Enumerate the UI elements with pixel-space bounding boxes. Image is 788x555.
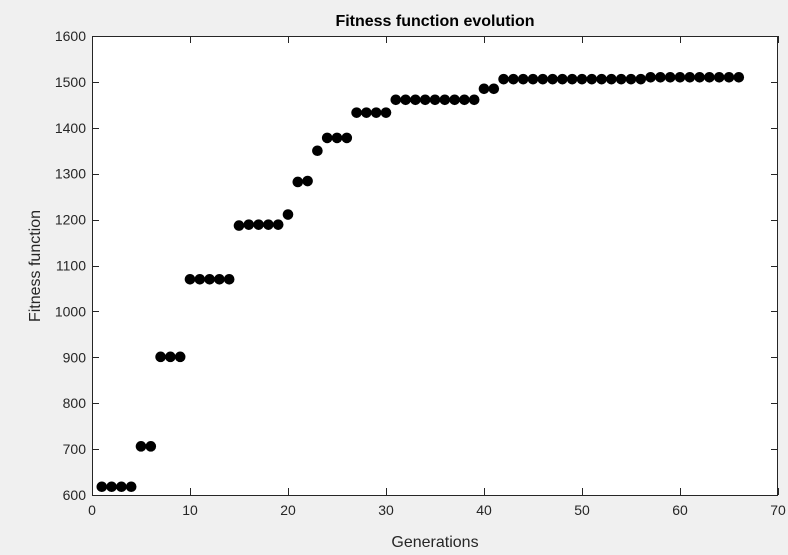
data-point bbox=[527, 73, 539, 85]
y-tick-label: 1000 bbox=[55, 303, 86, 319]
data-point bbox=[704, 72, 715, 83]
data-point bbox=[263, 219, 274, 230]
data-point bbox=[341, 132, 353, 144]
data-point bbox=[135, 441, 147, 452]
data-point bbox=[459, 94, 470, 106]
axes-background bbox=[92, 36, 778, 495]
axes-frame bbox=[92, 36, 778, 496]
y-tick-label: 1100 bbox=[56, 258, 86, 274]
data-point bbox=[223, 273, 235, 285]
data-point bbox=[145, 441, 157, 452]
data-point bbox=[302, 175, 313, 187]
data-point bbox=[292, 176, 304, 188]
data-point bbox=[615, 73, 627, 85]
x-tick-label: 40 bbox=[476, 502, 492, 518]
data-point bbox=[243, 219, 255, 230]
data-point bbox=[233, 220, 245, 231]
data-point bbox=[547, 73, 558, 85]
data-point bbox=[321, 132, 333, 144]
data-point bbox=[361, 107, 372, 118]
x-tick-label: 0 bbox=[88, 502, 96, 518]
data-point bbox=[419, 94, 431, 106]
y-axis-ticks: 600 700 800 900 1000 1100 1200 1300 1400 1500 1600 bbox=[55, 28, 778, 503]
data-point bbox=[96, 481, 108, 493]
y-tick-label: 1300 bbox=[55, 166, 86, 182]
data-point bbox=[557, 73, 568, 85]
data-point bbox=[390, 94, 402, 106]
data-point bbox=[165, 351, 176, 363]
data-point bbox=[331, 132, 343, 144]
data-point bbox=[174, 351, 186, 363]
data-point bbox=[635, 73, 647, 85]
chart-title: Fitness function evolution bbox=[335, 13, 534, 30]
data-point bbox=[429, 94, 441, 106]
data-point bbox=[204, 273, 215, 285]
data-point bbox=[272, 219, 284, 230]
y-tick-label: 800 bbox=[63, 395, 87, 411]
data-point bbox=[125, 481, 137, 493]
data-point bbox=[713, 72, 725, 83]
data-point bbox=[694, 72, 705, 83]
data-point bbox=[351, 107, 362, 118]
y-tick-label: 1200 bbox=[55, 212, 86, 228]
data-point bbox=[312, 145, 323, 157]
data-point bbox=[400, 94, 411, 106]
y-axis-title: Fitness function bbox=[27, 210, 44, 322]
data-point bbox=[684, 72, 696, 83]
data-point bbox=[586, 73, 598, 85]
x-axis-ticks: 0 10 20 30 40 50 60 70 bbox=[88, 36, 786, 518]
data-point bbox=[723, 72, 735, 83]
x-tick-label: 50 bbox=[574, 502, 590, 518]
data-point bbox=[517, 73, 529, 85]
y-tick-label: 1400 bbox=[55, 120, 86, 136]
data-point bbox=[253, 219, 264, 230]
data-point bbox=[625, 73, 637, 85]
x-axis-title: Generations bbox=[391, 534, 478, 550]
data-point bbox=[664, 72, 676, 83]
data-point bbox=[566, 73, 578, 85]
y-tick-label: 1600 bbox=[55, 28, 86, 44]
data-point bbox=[488, 83, 500, 95]
data-point bbox=[116, 481, 127, 493]
data-point bbox=[184, 273, 196, 285]
data-point bbox=[733, 72, 745, 83]
y-tick-label: 1500 bbox=[55, 74, 86, 90]
data-point bbox=[449, 94, 460, 106]
data-point bbox=[645, 72, 656, 83]
data-point bbox=[439, 94, 451, 106]
x-tick-label: 10 bbox=[182, 502, 198, 518]
data-point bbox=[606, 73, 617, 85]
y-tick-label: 600 bbox=[63, 487, 87, 503]
data-point bbox=[282, 209, 294, 220]
data-point bbox=[214, 273, 225, 285]
data-point bbox=[410, 94, 421, 106]
x-tick-label: 20 bbox=[280, 502, 296, 518]
x-tick-label: 70 bbox=[770, 502, 786, 518]
data-point bbox=[498, 73, 509, 85]
x-tick-label: 60 bbox=[672, 502, 688, 518]
data-point bbox=[576, 73, 588, 85]
data-point bbox=[537, 73, 549, 85]
data-point bbox=[370, 107, 382, 118]
data-markers bbox=[96, 72, 745, 493]
data-point bbox=[655, 72, 666, 83]
y-tick-label: 700 bbox=[63, 441, 87, 457]
data-point bbox=[478, 83, 490, 95]
data-point bbox=[596, 73, 607, 85]
data-point bbox=[155, 351, 166, 363]
data-point bbox=[106, 481, 117, 493]
x-tick-label: 30 bbox=[378, 502, 394, 518]
y-tick-label: 900 bbox=[63, 349, 87, 365]
data-point bbox=[508, 73, 519, 85]
data-point bbox=[380, 107, 392, 118]
data-point bbox=[194, 273, 206, 285]
data-point bbox=[468, 94, 480, 106]
data-point bbox=[674, 72, 686, 83]
